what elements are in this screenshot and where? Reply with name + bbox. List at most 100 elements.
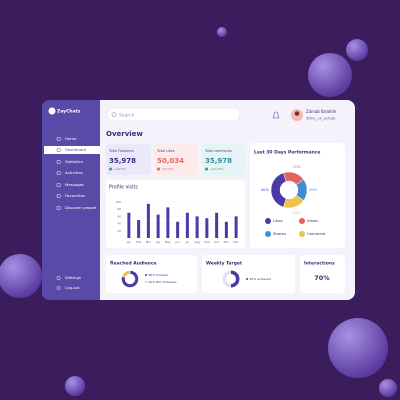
- menu-item[interactable]: Discover people: [65, 205, 97, 210]
- logo: [48, 107, 56, 115]
- chart-title: Weekly Target: [206, 261, 243, 267]
- interactions-title: Interactions: [304, 261, 335, 267]
- stat-change-icon: [109, 167, 112, 171]
- x-tick-label: May: [165, 240, 171, 244]
- search-box[interactable]: [106, 107, 241, 122]
- menu-item[interactable]: Favourites: [65, 193, 85, 198]
- reached-audience-card: [106, 255, 197, 293]
- bar: [205, 218, 209, 238]
- bar: [146, 203, 150, 238]
- x-tick-label: Jan: [126, 240, 132, 244]
- chart-title: Reached Audience: [110, 261, 157, 267]
- legend-icon: [299, 218, 305, 224]
- stat-card: [106, 144, 151, 175]
- x-tick-label: Feb: [136, 240, 141, 244]
- user-handle: @the_ux_zainab: [306, 117, 336, 121]
- avatar-face: [294, 111, 300, 116]
- y-tick-label: 100: [116, 200, 122, 204]
- chart-title: Last 30 Days Performance: [254, 150, 320, 156]
- x-tick-label: Sep: [204, 240, 209, 244]
- x-tick-label: Dec: [233, 240, 239, 244]
- legend-category: follower: [156, 273, 169, 277]
- bar: [176, 221, 180, 238]
- bar: [137, 220, 141, 238]
- gauge-label: 50% achieved: [250, 277, 271, 281]
- menu-item[interactable]: Messages: [65, 182, 84, 187]
- legend-label: 20% Non followers: [149, 280, 178, 284]
- menu-item[interactable]: Statistics: [65, 159, 83, 164]
- legend-dot: [145, 274, 147, 276]
- bar: [166, 207, 170, 238]
- legend-icon: [265, 218, 271, 224]
- bubble: [328, 318, 388, 378]
- active-menu-highlight: [44, 146, 100, 154]
- bubble: [308, 53, 352, 97]
- overview-title: Overview: [106, 130, 143, 138]
- menu-icon: [56, 137, 61, 141]
- stat-value: 35,978: [205, 157, 232, 165]
- search-icon: [111, 112, 117, 117]
- legend-label: Comment: [307, 231, 326, 236]
- x-tick-label: Jun: [174, 240, 180, 244]
- legend-value: 80%: [149, 273, 156, 277]
- legend-label: Likes: [273, 218, 283, 223]
- notification-bell[interactable]: [272, 111, 280, 119]
- menu-icon: [56, 286, 61, 290]
- bubble: [379, 379, 397, 397]
- interactions-card: [300, 255, 345, 293]
- bubble: [346, 39, 368, 61]
- legend-icon: [265, 231, 271, 237]
- legend-label: Views: [307, 218, 318, 223]
- pie-segment: [121, 270, 131, 278]
- stat-value: 35,978: [109, 157, 136, 165]
- bar: [224, 221, 228, 238]
- stat-change: -15.02%: [162, 167, 175, 171]
- stat-change-icon: [157, 167, 160, 171]
- interactions-value: 70%: [314, 274, 330, 282]
- stat-card: [154, 144, 198, 175]
- menu-item[interactable]: Home: [65, 136, 77, 141]
- sidebar: [42, 100, 100, 300]
- y-tick-label: 60: [117, 214, 121, 218]
- gauge-value: 50%: [250, 277, 257, 281]
- gauge-arc: [231, 270, 240, 288]
- menu-icon: [56, 206, 61, 210]
- stat-change: +10.5%: [114, 167, 126, 171]
- y-tick-label: 40: [117, 222, 121, 226]
- search-placeholder[interactable]: Search: [119, 112, 135, 118]
- menu-icon: [56, 148, 61, 152]
- stat-label: Total comments: [204, 149, 232, 153]
- legend-label: 80% follower: [149, 273, 169, 277]
- brand: ZayChats: [57, 109, 81, 115]
- legend-icon: [299, 231, 305, 237]
- menu-icon: [56, 160, 61, 164]
- stat-value: 50,034: [157, 157, 184, 165]
- pie-value-label: 20%: [292, 165, 301, 169]
- stat-change: +15.13%: [210, 167, 224, 171]
- bubble: [217, 27, 227, 37]
- x-tick-label: Nov: [224, 240, 230, 244]
- bar: [234, 216, 238, 238]
- x-tick-label: Apr: [156, 240, 162, 244]
- legend-value: 20%: [149, 280, 156, 284]
- menu-icon: [56, 194, 61, 198]
- menu-icon: [56, 276, 61, 280]
- stat-card: [202, 144, 245, 175]
- y-tick-label: 20: [117, 229, 121, 233]
- x-tick-label: Oct: [214, 240, 220, 244]
- x-tick-label: Mar: [146, 240, 152, 244]
- bubbles: [0, 27, 397, 397]
- x-tick-label: Aug: [194, 240, 200, 244]
- legend-label: Shares: [273, 231, 286, 236]
- menu-item[interactable]: Log-out: [65, 285, 80, 290]
- stat-label: Total Likes: [156, 149, 175, 153]
- bar: [195, 216, 199, 238]
- sidebar-edge: [92, 100, 100, 300]
- legend-category: Non followers: [156, 280, 177, 284]
- menu-item[interactable]: Activities: [65, 170, 83, 175]
- menu-item[interactable]: Settings: [65, 275, 81, 280]
- menu-item[interactable]: Dashboard: [65, 147, 87, 152]
- menu-icon: [56, 171, 61, 175]
